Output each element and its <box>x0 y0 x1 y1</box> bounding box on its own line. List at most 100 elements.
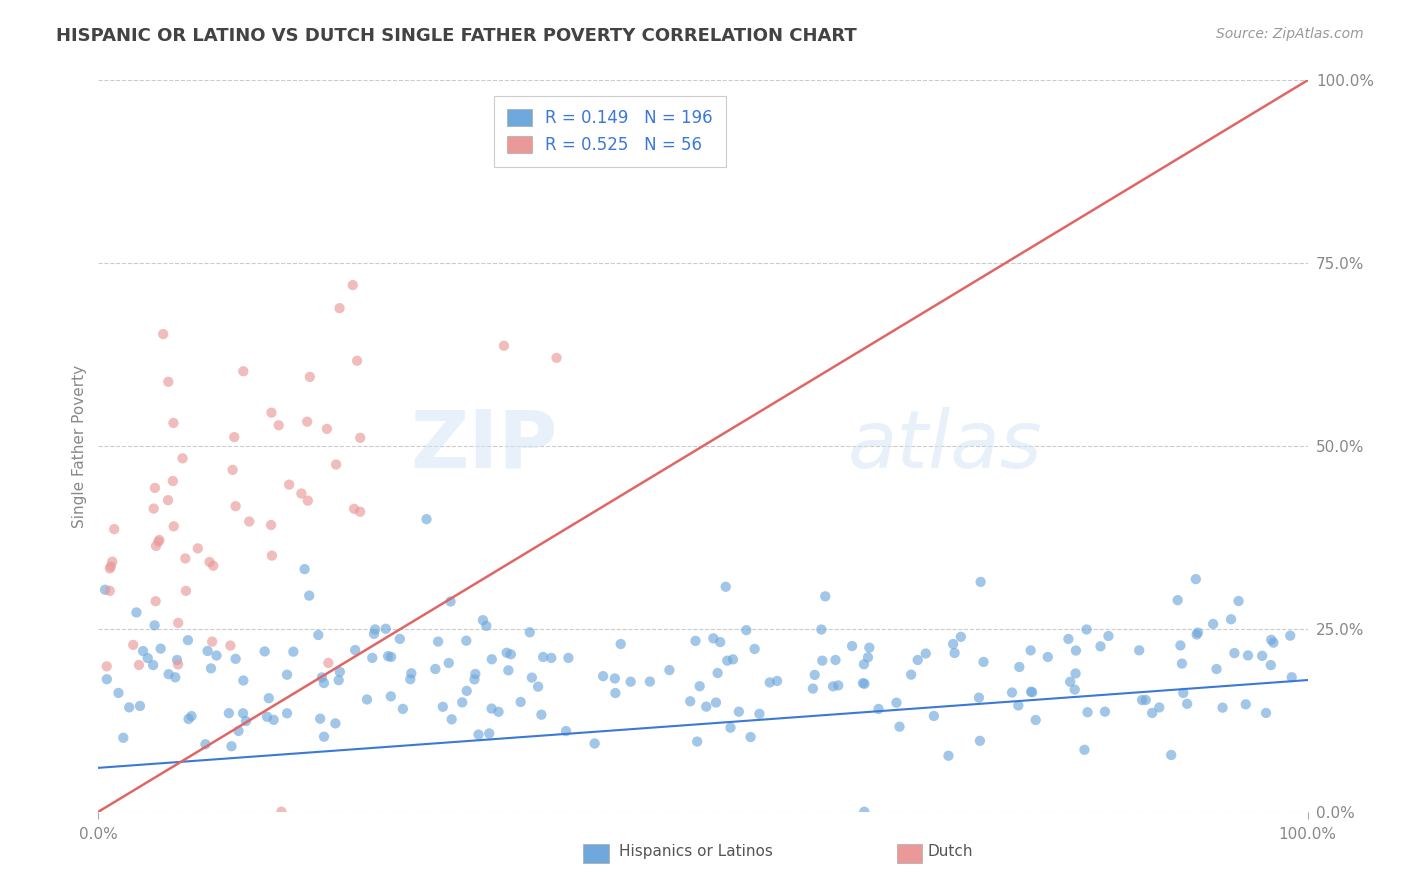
Point <box>260 518 283 533</box>
Point <box>364 623 387 637</box>
Point <box>312 730 335 744</box>
Point <box>276 667 298 681</box>
Point <box>492 339 515 353</box>
Point <box>270 805 292 819</box>
Point <box>201 634 224 648</box>
Point <box>149 641 172 656</box>
Point <box>841 639 863 653</box>
Point <box>344 643 367 657</box>
Point <box>1212 700 1234 714</box>
Point <box>145 594 167 608</box>
Point <box>1185 627 1208 641</box>
Point <box>260 406 283 420</box>
Point <box>427 634 450 648</box>
Point <box>943 646 966 660</box>
Point <box>1073 743 1095 757</box>
Point <box>1025 713 1047 727</box>
Point <box>235 714 257 728</box>
Legend: R = 0.149   N = 196, R = 0.525   N = 56: R = 0.149 N = 196, R = 0.525 N = 56 <box>494 96 727 168</box>
Point <box>174 583 197 598</box>
Point <box>605 686 627 700</box>
Point <box>824 653 846 667</box>
Point <box>128 657 150 672</box>
Point <box>374 622 396 636</box>
Point <box>868 702 890 716</box>
Point <box>758 675 780 690</box>
Point <box>198 555 221 569</box>
Point <box>283 645 305 659</box>
Point <box>98 561 121 575</box>
Point <box>187 541 209 556</box>
Point <box>481 701 503 715</box>
Point <box>938 748 960 763</box>
Point <box>1008 660 1031 674</box>
Point <box>638 674 661 689</box>
Point <box>1076 623 1098 637</box>
Point <box>603 672 626 686</box>
Point <box>329 665 352 679</box>
Point <box>162 416 184 430</box>
Point <box>969 574 991 589</box>
Point <box>949 630 972 644</box>
Point <box>1064 666 1087 681</box>
Point <box>1173 686 1195 700</box>
Point <box>451 695 474 709</box>
Point <box>225 499 247 513</box>
Point <box>748 706 770 721</box>
Point <box>456 684 478 698</box>
Point <box>318 656 340 670</box>
Point <box>942 637 965 651</box>
Point <box>499 647 522 661</box>
Point <box>811 654 834 668</box>
Point <box>702 632 724 646</box>
Point <box>495 646 517 660</box>
Point <box>349 431 371 445</box>
Point <box>509 695 531 709</box>
Point <box>1090 640 1112 654</box>
Point <box>107 686 129 700</box>
Point <box>679 694 702 708</box>
Point <box>467 728 489 742</box>
Point <box>858 640 880 655</box>
Point <box>100 559 122 574</box>
Point <box>716 654 738 668</box>
Point <box>1171 657 1194 671</box>
Point <box>464 667 486 681</box>
Text: Dutch: Dutch <box>928 845 973 859</box>
Point <box>1149 700 1171 714</box>
Point <box>810 623 832 637</box>
Point <box>238 515 260 529</box>
Point <box>463 673 485 687</box>
Point <box>307 628 329 642</box>
Point <box>853 677 876 691</box>
Point <box>142 501 165 516</box>
Point <box>1254 706 1277 720</box>
Point <box>202 558 225 573</box>
Point <box>157 493 180 508</box>
Point <box>256 710 278 724</box>
Point <box>309 712 332 726</box>
Point <box>709 635 731 649</box>
Point <box>1063 682 1085 697</box>
Point <box>294 562 316 576</box>
Point <box>122 638 145 652</box>
Point <box>609 637 631 651</box>
Point <box>827 678 849 692</box>
Point <box>914 647 936 661</box>
Point <box>363 627 385 641</box>
Point <box>488 705 510 719</box>
Point <box>349 505 371 519</box>
Point <box>112 731 135 745</box>
Point <box>1260 658 1282 673</box>
Point <box>973 655 995 669</box>
Point <box>361 651 384 665</box>
Point <box>96 659 118 673</box>
Point <box>475 619 498 633</box>
Point <box>821 679 844 693</box>
Point <box>1220 612 1243 626</box>
Point <box>686 734 709 748</box>
Point <box>1057 632 1080 646</box>
Point <box>856 650 879 665</box>
Point <box>1140 706 1163 720</box>
Point <box>592 669 614 683</box>
